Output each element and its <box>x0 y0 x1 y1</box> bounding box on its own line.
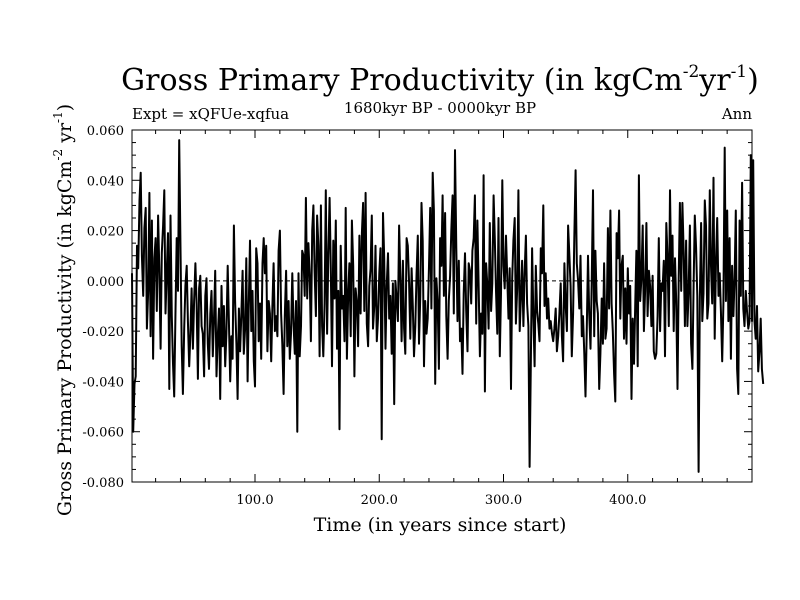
y-tick-label: -0.060 <box>82 426 124 441</box>
y-tick-label: 0.020 <box>87 225 124 240</box>
series-line-gpp <box>131 139 765 473</box>
y-tick-label: -0.040 <box>82 375 124 390</box>
plot-area <box>131 129 765 483</box>
x-tick-label: 400.0 <box>609 493 646 508</box>
x-axis: 100.0 200.0 300.0 400.0 <box>155 130 728 508</box>
x-axis-label: Time (in years since start) <box>314 514 567 536</box>
chart-title: Gross Primary Productivity (in kgCm-2yr-… <box>121 62 759 98</box>
y-tick-label: -0.020 <box>82 325 124 340</box>
x-tick-label: 100.0 <box>236 493 273 508</box>
y-axis-label: Gross Primary Productivity (in kgCm-2 yr… <box>51 104 76 516</box>
y-axis: -0.080 -0.060 -0.040 -0.020 0.000 0.020 0.040 0… <box>82 124 752 491</box>
x-tick-label: 300.0 <box>485 493 522 508</box>
x-tick-label: 200.0 <box>361 493 398 508</box>
y-tick-label: 0.000 <box>87 275 124 290</box>
period-label: 1680kyr BP - 0000kyr BP <box>344 99 536 117</box>
season-label: Ann <box>721 105 752 123</box>
y-tick-label: 0.040 <box>87 174 124 189</box>
y-tick-label: -0.080 <box>82 476 124 491</box>
experiment-label: Expt = xQFUe-xqfua <box>132 105 289 123</box>
y-tick-label: 0.060 <box>87 124 124 139</box>
